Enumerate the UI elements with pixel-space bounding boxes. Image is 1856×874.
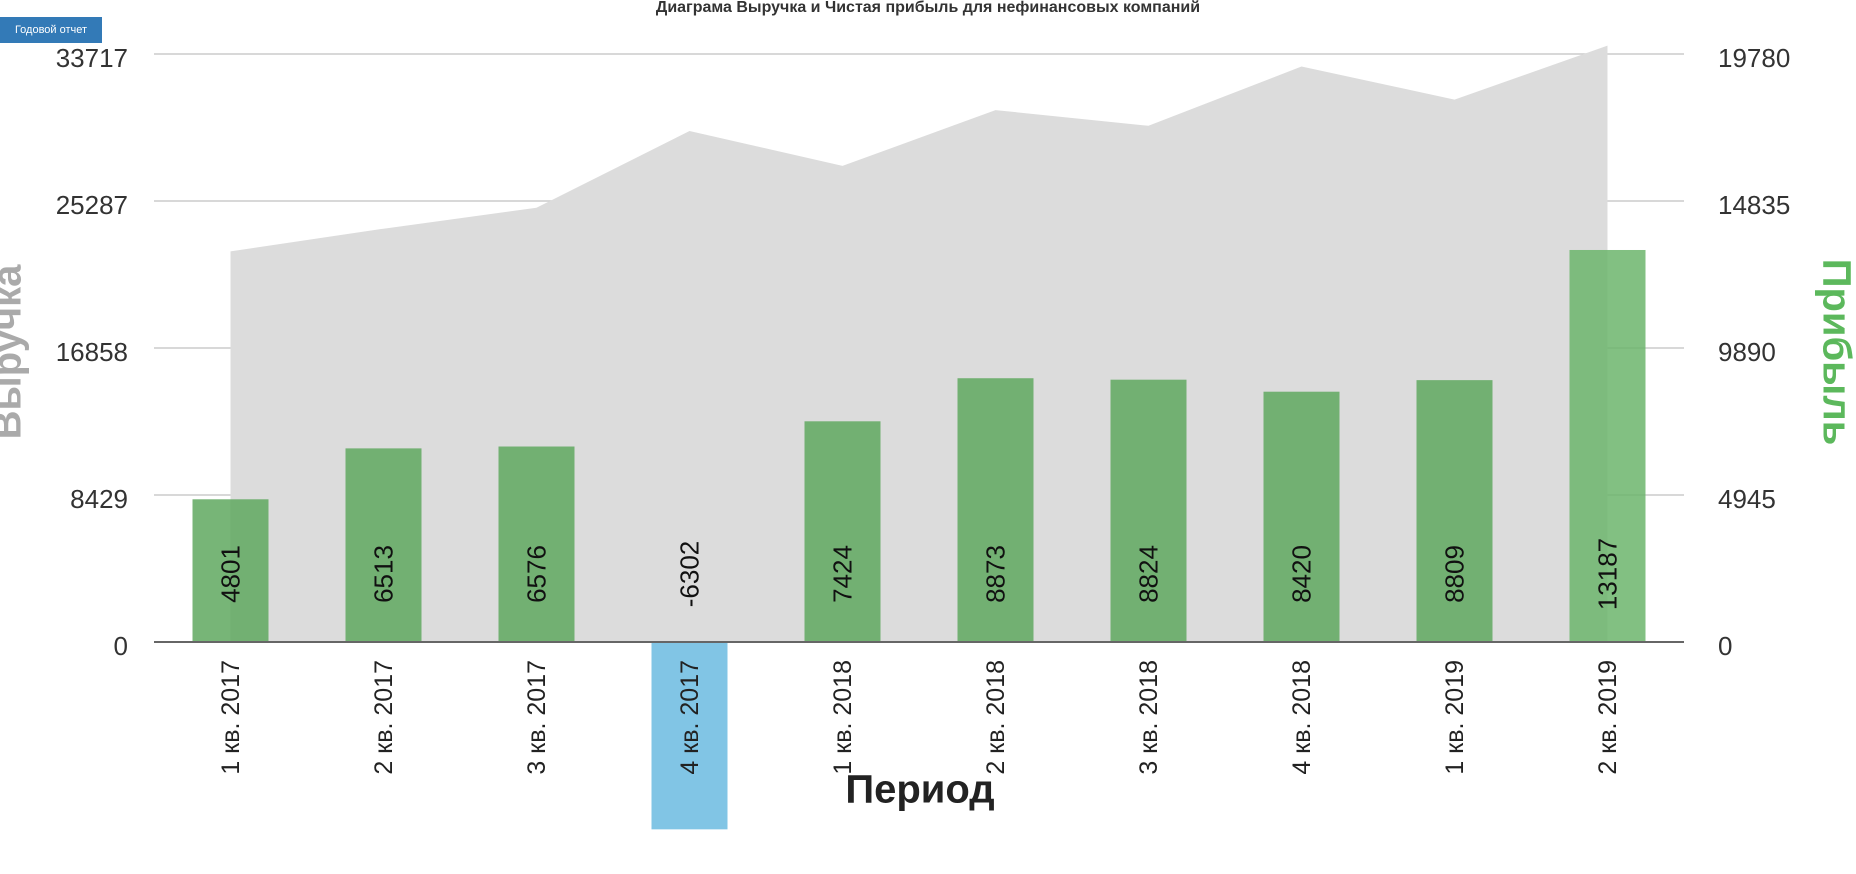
y2-axis-title: Прибыль bbox=[1814, 259, 1856, 446]
y2-tick-label: 4945 bbox=[1718, 484, 1776, 514]
bar-value-label: 8420 bbox=[1286, 545, 1316, 603]
profit-bar bbox=[1569, 249, 1646, 642]
profit-bar bbox=[651, 642, 728, 830]
x-tick-label: 2 кв. 2018 bbox=[982, 660, 1010, 775]
bar-value-label: -6302 bbox=[674, 541, 704, 608]
x-tick-label: 4 кв. 2018 bbox=[1288, 660, 1316, 775]
y-tick-label: 33717 bbox=[56, 43, 128, 73]
bar-value-label: 8873 bbox=[980, 545, 1010, 603]
bar-value-label: 6576 bbox=[521, 545, 551, 603]
x-tick-label: 3 кв. 2018 bbox=[1135, 660, 1163, 775]
y-tick-label: 8429 bbox=[70, 484, 128, 514]
bar-value-label: 8824 bbox=[1133, 545, 1163, 603]
x-tick-label: 1 кв. 2017 bbox=[217, 660, 245, 775]
y-tick-label: 0 bbox=[114, 631, 128, 661]
x-tick-label: 2 кв. 2019 bbox=[1594, 660, 1622, 775]
y2-tick-label: 0 bbox=[1718, 631, 1732, 661]
profit-bar bbox=[345, 448, 422, 642]
profit-bar bbox=[804, 421, 881, 642]
y2-tick-label: 14835 bbox=[1718, 190, 1790, 220]
profit-bar bbox=[957, 378, 1034, 642]
chart-title: Диаграма Выручка и Чистая прибыль для не… bbox=[656, 0, 1200, 16]
profit-bar bbox=[1263, 391, 1340, 642]
report-button[interactable]: Годовой отчет bbox=[0, 17, 102, 43]
y2-tick-label: 9890 bbox=[1718, 337, 1776, 367]
x-tick-label: 1 кв. 2018 bbox=[829, 660, 857, 775]
y-axis-title: Выручка bbox=[0, 264, 30, 439]
profit-bar bbox=[1110, 379, 1187, 642]
y2-tick-label: 19780 bbox=[1718, 43, 1790, 73]
bar-value-label: 6513 bbox=[368, 545, 398, 603]
x-axis-title: Период bbox=[845, 768, 994, 812]
bar-value-label: 4801 bbox=[215, 545, 245, 603]
profit-bar bbox=[192, 499, 269, 642]
revenue-area bbox=[230, 45, 1608, 642]
x-tick-label: 3 кв. 2017 bbox=[523, 660, 551, 775]
bar-value-label: 7424 bbox=[827, 545, 857, 603]
x-tick-label: 2 кв. 2017 bbox=[370, 660, 398, 775]
x-tick-label: 4 кв. 2017 bbox=[676, 660, 704, 775]
y-tick-label: 16858 bbox=[56, 337, 128, 367]
profit-bar bbox=[1416, 380, 1493, 642]
y-tick-label: 25287 bbox=[56, 190, 128, 220]
x-tick-label: 1 кв. 2019 bbox=[1441, 660, 1469, 775]
profit-bar bbox=[498, 446, 575, 642]
bar-value-label: 8809 bbox=[1439, 545, 1469, 603]
bar-value-label: 13187 bbox=[1592, 538, 1622, 610]
